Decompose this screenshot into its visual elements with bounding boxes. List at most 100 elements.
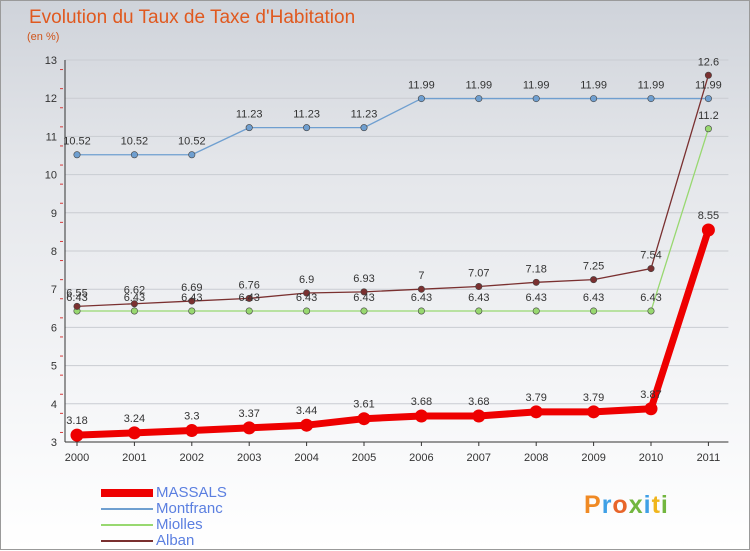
data-label-miolles-2003: 6.43 bbox=[238, 292, 259, 304]
x-tick-label-2005: 2005 bbox=[352, 452, 376, 464]
data-point-miolles-2004 bbox=[303, 307, 311, 315]
series-line-montfranc bbox=[76, 97, 710, 156]
y-tick-label-3: 3 bbox=[51, 437, 57, 449]
data-label-massals-2003: 3.37 bbox=[238, 408, 259, 420]
data-point-alban-2006 bbox=[417, 285, 425, 293]
legend-swatch-montfranc bbox=[101, 508, 153, 510]
data-point-miolles-2002 bbox=[188, 307, 196, 315]
legend-swatch-miolles bbox=[101, 524, 153, 526]
data-point-montfranc-2004 bbox=[303, 124, 311, 132]
data-label-alban-2009: 7.25 bbox=[583, 261, 604, 273]
data-point-montfranc-2000 bbox=[73, 151, 81, 159]
data-label-montfranc-2002: 10.52 bbox=[178, 136, 206, 148]
series-line-alban bbox=[76, 74, 710, 308]
x-tick-label-2006: 2006 bbox=[409, 452, 433, 464]
data-label-massals-2002: 3.3 bbox=[184, 411, 199, 423]
data-label-massals-2005: 3.61 bbox=[353, 399, 374, 411]
data-label-alban-2001: 6.62 bbox=[124, 285, 145, 297]
data-point-montfranc-2010 bbox=[647, 95, 655, 103]
legend-label-miolles: Miolles bbox=[156, 516, 203, 533]
x-tick-label-2004: 2004 bbox=[294, 452, 318, 464]
x-tick-label-2003: 2003 bbox=[237, 452, 261, 464]
data-point-montfranc-2011 bbox=[704, 95, 712, 103]
data-point-massals-2005 bbox=[357, 412, 371, 426]
legend-swatch-massals bbox=[101, 489, 153, 497]
data-label-miolles-2001: 6.43 bbox=[124, 292, 145, 304]
data-label-miolles-2010: 6.43 bbox=[640, 292, 661, 304]
data-point-alban-2010 bbox=[647, 265, 655, 273]
data-point-montfranc-2006 bbox=[417, 95, 425, 103]
data-point-massals-2001 bbox=[127, 426, 141, 440]
x-tick-label-2000: 2000 bbox=[65, 452, 89, 464]
data-point-alban-2011 bbox=[704, 71, 712, 79]
data-point-massals-2003 bbox=[242, 421, 256, 435]
data-point-montfranc-2007 bbox=[475, 95, 483, 103]
y-tick-label-11: 11 bbox=[46, 131, 57, 143]
data-point-miolles-2003 bbox=[245, 307, 253, 315]
data-label-miolles-2000: 6.43 bbox=[66, 292, 87, 304]
data-point-massals-2007 bbox=[472, 409, 486, 423]
x-tick-label-2008: 2008 bbox=[524, 452, 548, 464]
data-label-montfranc-2006: 11.99 bbox=[408, 80, 435, 92]
data-label-alban-2003: 6.76 bbox=[238, 279, 259, 291]
data-label-miolles-2011: 11.2 bbox=[698, 110, 719, 122]
data-label-miolles-2006: 6.43 bbox=[411, 292, 432, 304]
data-label-alban-2004: 6.9 bbox=[299, 274, 314, 286]
x-tick-label-2009: 2009 bbox=[581, 452, 605, 464]
data-label-massals-2011: 8.55 bbox=[698, 210, 719, 222]
data-point-miolles-2009 bbox=[590, 307, 598, 315]
x-tick-label-2011: 2011 bbox=[697, 452, 721, 464]
data-label-massals-2009: 3.79 bbox=[583, 392, 604, 404]
legend-item-miolles: Miolles bbox=[101, 517, 321, 533]
data-point-massals-2011 bbox=[701, 223, 715, 237]
data-point-alban-2000 bbox=[73, 302, 81, 310]
proxiti-logo: Proxiti bbox=[584, 491, 669, 519]
y-tick-label-8: 8 bbox=[51, 246, 57, 258]
x-tick-label-2010: 2010 bbox=[639, 452, 663, 464]
y-tick-label-9: 9 bbox=[51, 208, 57, 220]
data-point-miolles-2005 bbox=[360, 307, 368, 315]
data-point-massals-2008 bbox=[529, 405, 543, 419]
data-label-alban-2011: 12.6 bbox=[698, 56, 719, 68]
x-tick-label-2007: 2007 bbox=[467, 452, 491, 464]
legend-item-massals: MASSALS bbox=[101, 485, 321, 501]
data-label-miolles-2009: 6.43 bbox=[583, 292, 604, 304]
y-tick-label-6: 6 bbox=[51, 322, 57, 334]
legend-swatch-alban bbox=[101, 540, 153, 542]
data-label-montfranc-2004: 11.23 bbox=[293, 109, 320, 121]
data-point-alban-2009 bbox=[590, 276, 598, 284]
data-label-montfranc-2009: 11.99 bbox=[580, 80, 607, 92]
data-point-miolles-2007 bbox=[475, 307, 483, 315]
data-label-alban-2006: 7 bbox=[418, 270, 424, 282]
data-point-alban-2007 bbox=[475, 283, 483, 291]
y-tick-label-5: 5 bbox=[51, 361, 57, 373]
data-label-alban-2010: 7.54 bbox=[640, 250, 661, 262]
legend-label-alban: Alban bbox=[156, 532, 195, 549]
data-label-montfranc-2005: 11.23 bbox=[351, 109, 378, 121]
data-point-alban-2003 bbox=[245, 294, 253, 302]
data-label-montfranc-2008: 11.99 bbox=[523, 80, 550, 92]
data-point-montfranc-2003 bbox=[245, 124, 253, 132]
legend-item-montfranc: Montfranc bbox=[101, 501, 321, 517]
series-line-massals bbox=[73, 226, 712, 439]
data-label-montfranc-2011: 11.99 bbox=[695, 80, 722, 92]
data-point-montfranc-2001 bbox=[130, 151, 138, 159]
data-label-miolles-2007: 6.43 bbox=[468, 292, 489, 304]
data-label-massals-2001: 3.24 bbox=[124, 413, 145, 425]
chart-unit-label: (en %) bbox=[27, 31, 60, 43]
data-label-massals-2006: 3.68 bbox=[411, 396, 432, 408]
data-label-montfranc-2001: 10.52 bbox=[121, 136, 149, 148]
data-label-massals-2007: 3.68 bbox=[468, 396, 489, 408]
data-point-alban-2008 bbox=[532, 278, 540, 286]
data-label-alban-2005: 6.93 bbox=[353, 273, 374, 285]
data-point-massals-2002 bbox=[185, 424, 199, 438]
data-label-miolles-2005: 6.43 bbox=[353, 292, 374, 304]
series-line-miolles bbox=[76, 128, 710, 312]
chart-title: Evolution du Taux de Taxe d'Habitation bbox=[29, 7, 356, 28]
data-label-massals-2008: 3.79 bbox=[525, 392, 546, 404]
data-label-miolles-2002: 6.43 bbox=[181, 292, 202, 304]
data-label-alban-2008: 7.18 bbox=[525, 263, 546, 275]
data-label-miolles-2008: 6.43 bbox=[525, 292, 546, 304]
